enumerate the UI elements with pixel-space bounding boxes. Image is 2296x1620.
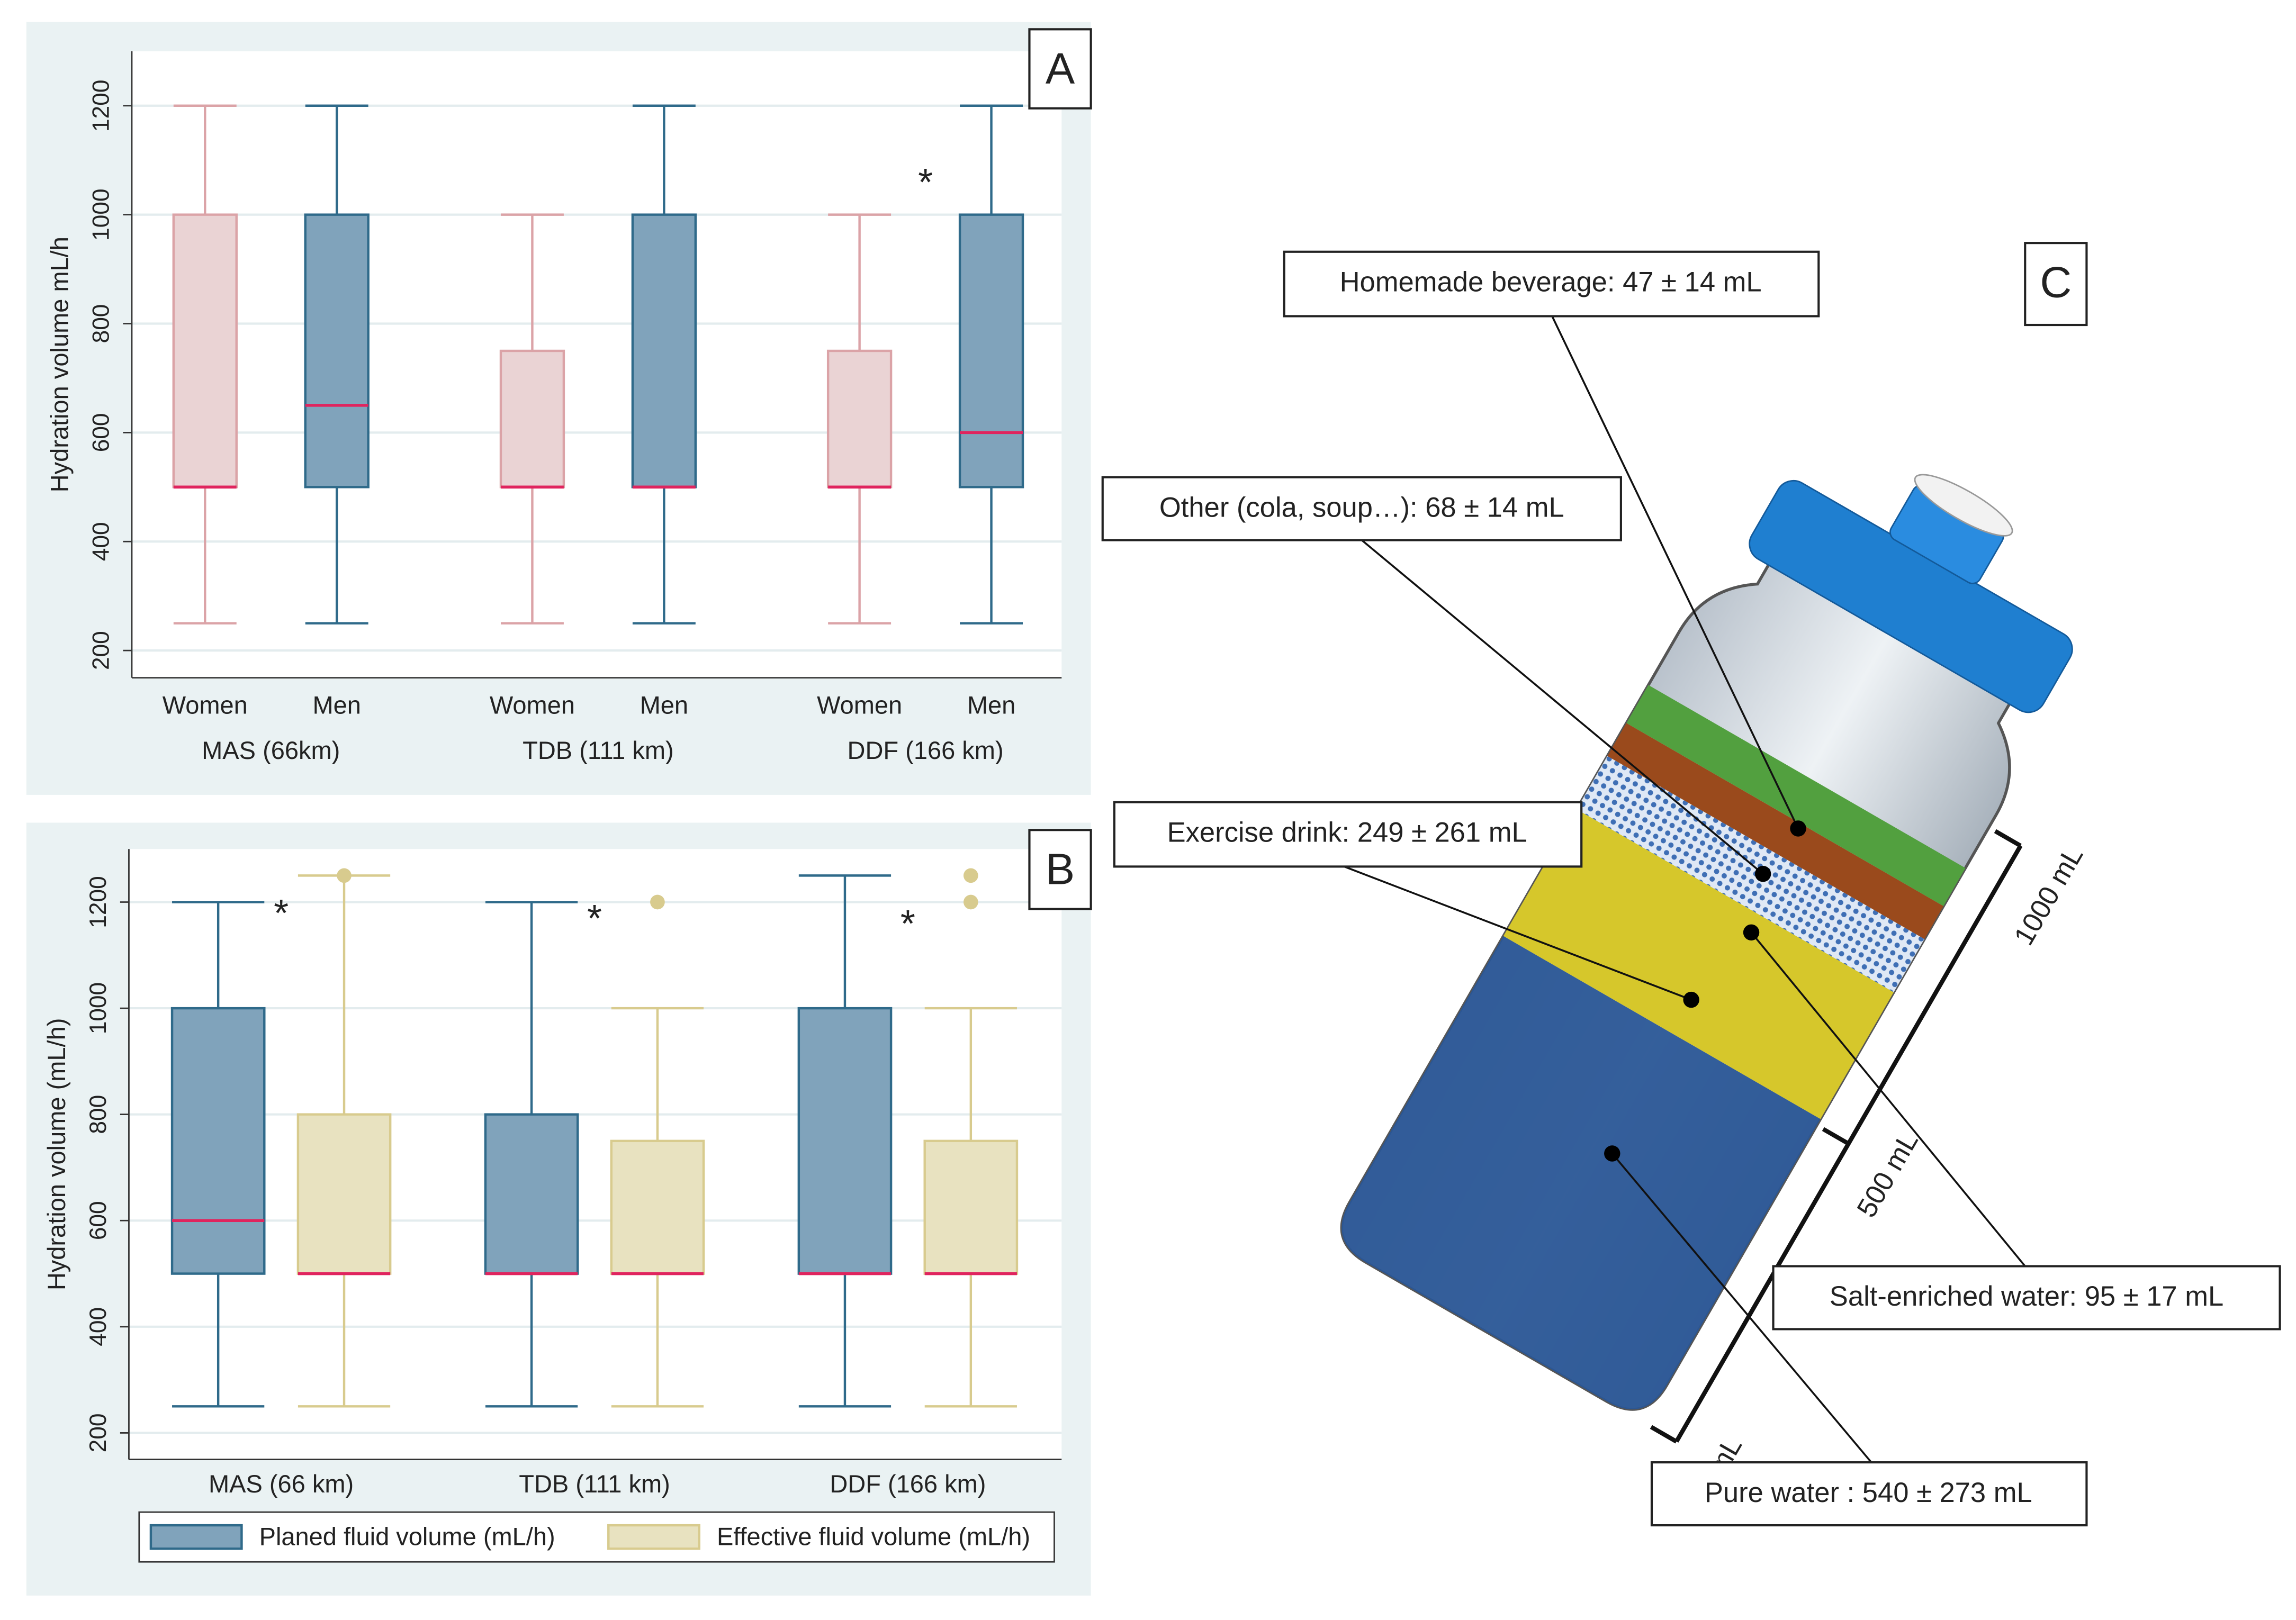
y-tick-label: 1000 — [85, 982, 111, 1034]
x-category-label: MAS (66km) — [202, 736, 340, 764]
leader-dot — [1683, 991, 1699, 1008]
leader-dot — [1604, 1145, 1620, 1162]
scale-tick — [1650, 1425, 1678, 1444]
leader-line — [1551, 315, 1799, 829]
leader-line — [1361, 539, 1764, 875]
box — [484, 1113, 579, 1275]
legend-swatch — [607, 1524, 700, 1550]
outlier — [650, 894, 665, 910]
annotation: * — [587, 898, 602, 940]
box — [499, 349, 565, 488]
scale-label: 500 mL — [1851, 1127, 1924, 1223]
x-tick-label: Women — [817, 691, 902, 719]
y-tick-label: 800 — [88, 304, 114, 343]
y-tick-label: 400 — [88, 522, 114, 561]
salt-water-layer — [1577, 756, 1925, 992]
bottle-diagram: 1000 mL 500 mL 0 mL Homemade beverag — [1101, 242, 2281, 1527]
panel-label: C — [2040, 257, 2072, 306]
label-boxes — [1101, 242, 2281, 1527]
other-layer — [1607, 723, 1944, 939]
bottle: 1000 mL 500 mL 0 mL — [1340, 474, 2089, 1501]
annotation: * — [274, 892, 289, 935]
y-axis-title: Hydration volume (mL/h) — [42, 1018, 70, 1291]
y-tick-label: 1000 — [88, 188, 114, 240]
label-box — [1283, 250, 1820, 318]
y-axis-title: Hydration volume mL/h — [46, 237, 74, 492]
x-tick-label: Men — [967, 691, 1015, 719]
legend-label: Effective fluid volume (mL/h) — [717, 1522, 1030, 1550]
box — [826, 349, 893, 488]
scale-label: 1000 mL — [2008, 841, 2089, 951]
y-tick-label: 600 — [85, 1201, 111, 1240]
leader-line — [1750, 931, 2026, 1267]
charts: 200 400 600 800 1000 1200 Hydration volume mL/… — [26, 22, 1092, 1596]
nozzle-top — [1914, 474, 2013, 537]
annotation: * — [918, 161, 933, 204]
exercise-drink-layer — [1503, 809, 1894, 1119]
plot-area — [131, 51, 1062, 678]
box — [958, 213, 1024, 488]
leader-dot — [1754, 866, 1771, 882]
x-category-label: DDF (166 km) — [848, 736, 1004, 764]
legend-label: Planed fluid volume (mL/h) — [259, 1522, 555, 1550]
legend-swatch — [149, 1524, 243, 1550]
scale-tick — [1994, 829, 2022, 848]
label: Homemade beverage: 47 ± 14 mL — [1340, 266, 1762, 297]
annotation: * — [901, 903, 915, 945]
x-tick-label: Women — [163, 691, 248, 719]
leader-dot — [1743, 924, 1760, 941]
scale-tick — [1822, 1127, 1850, 1146]
leader-line — [1611, 1153, 1872, 1463]
panel-label: B — [1046, 844, 1075, 893]
outlier — [963, 894, 978, 910]
outlier — [963, 868, 978, 883]
label-box — [1650, 1461, 2088, 1527]
box — [170, 1007, 266, 1275]
outlier — [337, 868, 352, 883]
homemade-layer — [1626, 685, 1966, 906]
panel-box — [1028, 28, 1092, 110]
label-box — [1113, 801, 1583, 868]
y-tick-label: 200 — [85, 1414, 111, 1453]
x-category-label: MAS (66 km) — [209, 1470, 354, 1498]
label-box — [1101, 476, 1622, 541]
x-tick-label: Men — [312, 691, 361, 719]
leader-lines — [1344, 315, 2026, 1463]
panel-box — [2024, 242, 2088, 327]
x-tick-label: Men — [640, 691, 688, 719]
box — [631, 213, 697, 488]
box — [296, 1113, 392, 1275]
leader-dots — [1604, 820, 1806, 1162]
label-box — [1772, 1265, 2281, 1331]
panel-label: A — [1046, 43, 1075, 93]
leader-dot — [1790, 820, 1806, 837]
y-tick-label: 1200 — [88, 80, 114, 132]
leader-line — [1344, 865, 1692, 1001]
box — [610, 1139, 705, 1275]
panel-box — [1028, 829, 1092, 910]
legend-box — [138, 1511, 1055, 1563]
label: Other (cola, soup…): 68 ± 14 mL — [1159, 492, 1564, 523]
label: Salt-enriched water: 95 ± 17 mL — [1830, 1281, 2223, 1312]
x-category-label: TDB (111 km) — [523, 736, 674, 764]
x-category-label: DDF (166 km) — [830, 1470, 986, 1498]
y-tick-label: 1200 — [85, 876, 111, 928]
plot-area — [129, 849, 1062, 1460]
y-tick-label: 600 — [88, 413, 114, 452]
label: Exercise drink: 249 ± 261 mL — [1167, 817, 1527, 848]
box — [172, 213, 238, 488]
y-tick-label: 200 — [88, 631, 114, 670]
label: Pure water : 540 ± 273 mL — [1705, 1477, 2032, 1508]
box — [797, 1007, 893, 1275]
box — [923, 1139, 1019, 1275]
y-tick-label: 400 — [85, 1307, 111, 1346]
y-tick-label: 800 — [85, 1095, 111, 1134]
x-tick-label: Women — [490, 691, 575, 719]
x-category-label: TDB (111 km) — [519, 1470, 670, 1498]
pure-water-layer — [1341, 936, 1821, 1409]
box — [304, 213, 370, 488]
